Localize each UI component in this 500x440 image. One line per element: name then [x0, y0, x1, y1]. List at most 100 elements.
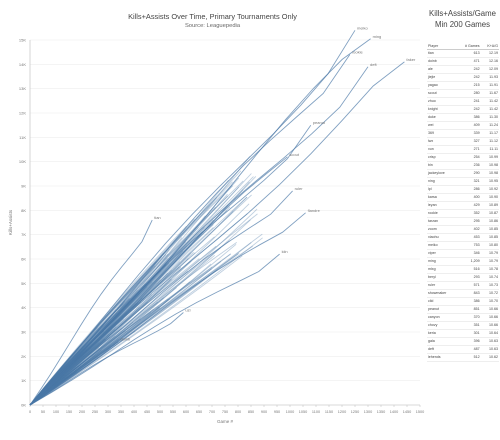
cell-ka-per-game: 10.70: [480, 297, 499, 306]
table-row: bin 236 10.98: [427, 161, 499, 170]
cell-player: xun: [427, 145, 457, 154]
cell-ka-per-game: 11.93: [480, 73, 499, 82]
table-title: Kills+Assists/Game Min 200 Games: [425, 8, 500, 30]
cell-player: jiejie: [427, 73, 457, 82]
cell-games: 293: [456, 273, 481, 282]
cell-games: 271: [456, 145, 481, 154]
x-tick-label: 300: [105, 410, 111, 414]
player-line-meiko: [29, 30, 356, 406]
cell-games: 290: [456, 169, 481, 178]
y-tick-label: 10K: [19, 159, 26, 164]
table-row: keria 301 10.64: [427, 329, 499, 338]
table-row: leyan 429 10.89: [427, 201, 499, 210]
cell-games: 286: [456, 185, 481, 194]
cell-ka-per-game: 10.90: [480, 193, 499, 202]
y-tick-label: 3K: [21, 330, 26, 335]
cell-games: 242: [456, 73, 481, 82]
col-header-player[interactable]: Player: [427, 42, 457, 50]
player-line: [29, 181, 233, 406]
y-tick-label: 11K: [19, 135, 26, 140]
table-row: karsa 400 10.90: [427, 193, 499, 202]
x-tick-label: 1050: [299, 410, 307, 414]
x-tick-label: 1150: [325, 410, 333, 414]
cell-ka-per-game: 10.92: [480, 185, 499, 194]
player-line-tian: [29, 219, 153, 406]
x-tick-label: 1100: [312, 410, 320, 414]
cell-games: 386: [456, 297, 481, 306]
cell-games: 386: [456, 113, 481, 122]
cell-player: chovy: [427, 321, 457, 330]
player-line: [29, 266, 213, 406]
x-tick-label: 1250: [351, 410, 359, 414]
table-row: xun 271 11.11: [427, 145, 499, 154]
y-tick-label: 8K: [21, 208, 26, 213]
x-tick-label: 800: [235, 410, 241, 414]
cell-games: 295: [456, 217, 481, 226]
player-line-scout: [29, 156, 288, 406]
cell-games: 613: [456, 49, 481, 58]
cell-games: 242: [456, 105, 481, 114]
table-row: knight 242 11.42: [427, 105, 499, 114]
table-row: gala 396 10.63: [427, 337, 499, 346]
y-tick-label: 15K: [19, 38, 26, 43]
table-row: zoom 402 10.85: [427, 225, 499, 234]
cell-games: 215: [456, 81, 481, 90]
line-chart: 0K 1K 2K 3K 4K 5K 6K 7K 8K 9K 10K 11K 12K 13K 14K 15K 0 5…: [8, 25, 424, 424]
table-row: ale 242 12.09: [427, 65, 499, 74]
player-line: [29, 245, 217, 406]
player-label-flandre: flandre: [308, 208, 321, 213]
cell-player: rookie: [427, 209, 457, 218]
player-line-kiin: [29, 253, 280, 406]
x-axis-label: Game #: [217, 419, 234, 424]
cell-player: deft: [427, 345, 457, 354]
player-line: [29, 301, 159, 406]
cell-player: yagao: [427, 81, 457, 90]
table-row: peanut 851 10.66: [427, 305, 499, 314]
player-label-faker: faker: [406, 57, 416, 62]
x-tick-label: 50: [41, 410, 45, 414]
cell-games: 400: [456, 193, 481, 202]
table-header-row: Player # Games K+A/G: [427, 42, 499, 50]
table-row: wei 409 11.24: [427, 121, 499, 130]
col-header-ka[interactable]: K+A/G: [480, 42, 499, 50]
cell-games: 753: [456, 241, 481, 250]
y-tick-label: 9K: [21, 184, 26, 189]
player-label-tian: tian: [154, 215, 160, 220]
table-row: beryl 293 10.74: [427, 273, 499, 282]
chart-title: Kills+Assists Over Time, Primary Tournam…: [128, 12, 297, 21]
cell-games: 351: [456, 321, 481, 330]
player-line: [29, 261, 181, 406]
x-tick-label: 0: [29, 410, 31, 414]
player-line: [29, 203, 250, 406]
cell-player: viper: [427, 249, 457, 258]
table-title-line-2: Min 200 Games: [434, 20, 491, 29]
cell-ka-per-game: 11.91: [480, 81, 499, 90]
cell-games: 301: [456, 329, 481, 338]
cell-ka-per-game: 10.89: [480, 201, 499, 210]
cell-ka-per-game: 10.98: [480, 161, 499, 170]
table-row: duke 386 11.30: [427, 113, 499, 122]
player-line: [29, 243, 237, 406]
cell-player: knight: [427, 105, 457, 114]
player-line-doinb: [29, 341, 119, 406]
x-tick-label: 600: [183, 410, 189, 414]
x-tick-label: 400: [131, 410, 137, 414]
cell-games: 471: [456, 57, 481, 66]
cell-games: 402: [456, 225, 481, 234]
cell-player: canyon: [427, 313, 457, 322]
x-tick-label: 750: [222, 410, 228, 414]
stats-table: Player # Games K+A/G tian 613 12.19 doinb 47…: [427, 42, 499, 362]
cell-player: ale: [427, 65, 457, 74]
cell-ka-per-game: 10.86: [480, 217, 499, 226]
cell-ka-per-game: 10.73: [480, 281, 499, 290]
col-header-games[interactable]: # Games: [456, 42, 481, 50]
player-label-kiin: kiin: [282, 249, 288, 254]
cell-player: tian: [427, 49, 457, 58]
player-label-rookie: rookie: [352, 50, 364, 55]
player-line: [29, 307, 140, 406]
cell-games: 254: [456, 153, 481, 162]
player-line: [29, 265, 156, 406]
player-line: [29, 255, 243, 406]
cell-player: xiaohu: [427, 233, 457, 242]
player-line: [29, 237, 263, 406]
